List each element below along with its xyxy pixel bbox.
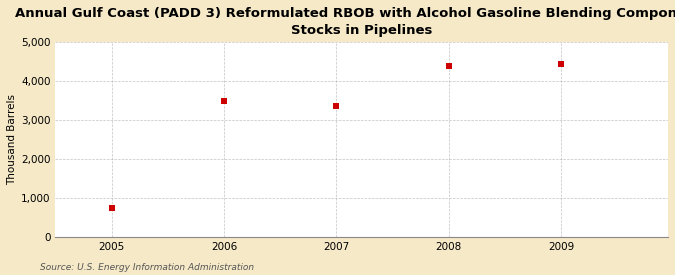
Point bbox=[443, 64, 454, 68]
Point bbox=[219, 98, 230, 103]
Title: Annual Gulf Coast (PADD 3) Reformulated RBOB with Alcohol Gasoline Blending Comp: Annual Gulf Coast (PADD 3) Reformulated … bbox=[15, 7, 675, 37]
Point bbox=[331, 104, 342, 109]
Y-axis label: Thousand Barrels: Thousand Barrels bbox=[7, 94, 17, 185]
Point bbox=[556, 62, 567, 67]
Point bbox=[106, 205, 117, 210]
Text: Source: U.S. Energy Information Administration: Source: U.S. Energy Information Administ… bbox=[40, 263, 254, 272]
